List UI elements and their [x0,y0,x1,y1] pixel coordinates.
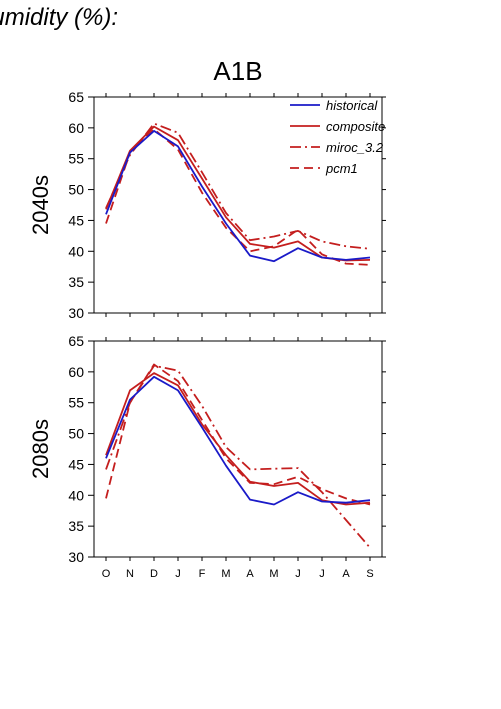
legend-label: pcm1 [325,161,358,176]
x-tick-label: J [175,568,181,580]
y-tick-label: 60 [68,364,84,380]
chart-title: A1B [213,56,262,86]
x-tick-label: A [342,568,350,580]
y-tick-label: 60 [68,120,84,136]
y-tick-label: 55 [68,151,84,167]
x-tick-label: J [319,568,325,580]
series-line-pcm1 [105,128,371,266]
series-line-historical [105,129,371,263]
y-axis-label: 2080s [28,419,53,479]
series-line-historical [105,375,371,506]
y-tick-label: 55 [68,395,84,411]
panel-1: 30 35 40 45 50 55 60 65 A1B 2040s historical compos… [28,56,386,321]
x-tick-label: D [150,568,158,580]
legend-label: composite [326,119,385,134]
y-tick-label: 65 [68,89,84,105]
y-axis-label: 2040s [28,175,53,235]
x-tick-label: M [221,568,230,580]
series-line-pcm1 [105,363,371,506]
x-tick-label: N [126,568,134,580]
y-tick-label: 50 [68,182,84,198]
y-tick-label: 45 [68,456,84,472]
series-line-miroc-3-2 [105,122,371,250]
y-tick-label: 50 [68,426,84,442]
series-line-miroc-3-2 [105,364,371,549]
panel-2: 30 35 40 45 50 55 60 65 O N D J F M A M J J A S 2080s [28,333,386,580]
y-tick-label: 40 [68,243,84,259]
plot-frame [93,340,383,558]
y-tick-label: 35 [68,274,84,290]
plot-frame [93,96,383,314]
x-tick-label: O [102,568,111,580]
legend-label: miroc_3.2 [326,140,384,155]
y-tick-label: 40 [68,487,84,503]
series-line-composite [105,372,371,506]
legend-label: historical [326,98,378,113]
y-tick-label: 30 [68,549,84,565]
x-tick-label: M [269,568,278,580]
y-tick-label: 35 [68,518,84,534]
x-tick-label: A [246,568,254,580]
x-tick-label: S [366,568,373,580]
x-tick-label: F [199,568,206,580]
y-tick-label: 45 [68,212,84,228]
x-tick-label: J [295,568,301,580]
y-tick-label: 65 [68,333,84,349]
y-tick-label: 30 [68,305,84,321]
header-text: humidity (%): [0,4,119,31]
